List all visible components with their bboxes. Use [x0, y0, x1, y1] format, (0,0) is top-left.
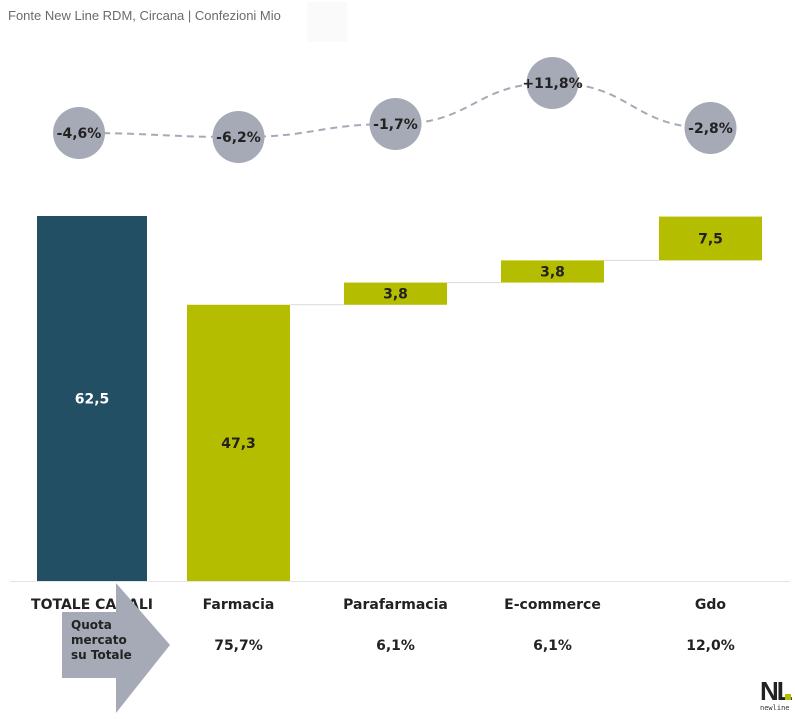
- growth-bubble: [526, 57, 579, 109]
- source-note: Fonte New Line RDM, Circana | Confezioni…: [8, 8, 281, 23]
- growth-label: -6,2%: [216, 130, 261, 146]
- growth-label: -4,6%: [57, 126, 102, 142]
- category-label: Gdo: [695, 597, 727, 613]
- share-value-label: 12,0%: [686, 638, 735, 654]
- bar-totale-canali: [37, 216, 147, 581]
- bar-parafarmacia: [344, 282, 447, 305]
- bar-value-label: 62,5: [75, 392, 110, 408]
- share-header-label: mercato: [71, 633, 127, 647]
- growth-label: -2,8%: [688, 121, 733, 137]
- bar-value-label: 7,5: [698, 231, 723, 247]
- bar-e-commerce: [501, 260, 604, 283]
- blank-box: [307, 2, 347, 42]
- bar-farmacia: [187, 304, 290, 581]
- share-header-label: su Totale: [71, 648, 132, 662]
- growth-bubble: [369, 98, 422, 150]
- newline-logo: NL newline: [760, 676, 793, 712]
- growth-bubble: [684, 102, 737, 154]
- share-arrow: [62, 583, 170, 713]
- share-value-label: 6,1%: [376, 638, 415, 654]
- growth-label: -1,7%: [373, 117, 418, 133]
- category-label: Farmacia: [203, 597, 275, 613]
- share-header-label: Quota: [71, 618, 112, 632]
- share-value-label: 75,7%: [214, 638, 263, 654]
- bar-value-label: 3,8: [540, 264, 565, 280]
- growth-label: +11,8%: [522, 76, 582, 92]
- bar-gdo: [659, 216, 762, 261]
- category-label: E-commerce: [504, 597, 601, 613]
- share-value-label: 6,1%: [533, 638, 572, 654]
- category-label: Parafarmacia: [343, 597, 448, 613]
- growth-bubble: [212, 111, 265, 163]
- bar-value-label: 47,3: [221, 436, 256, 452]
- growth-bubble: [53, 107, 105, 159]
- bar-value-label: 3,8: [383, 287, 408, 303]
